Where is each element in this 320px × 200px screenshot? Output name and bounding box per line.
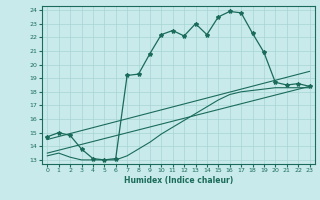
X-axis label: Humidex (Indice chaleur): Humidex (Indice chaleur)	[124, 176, 233, 185]
